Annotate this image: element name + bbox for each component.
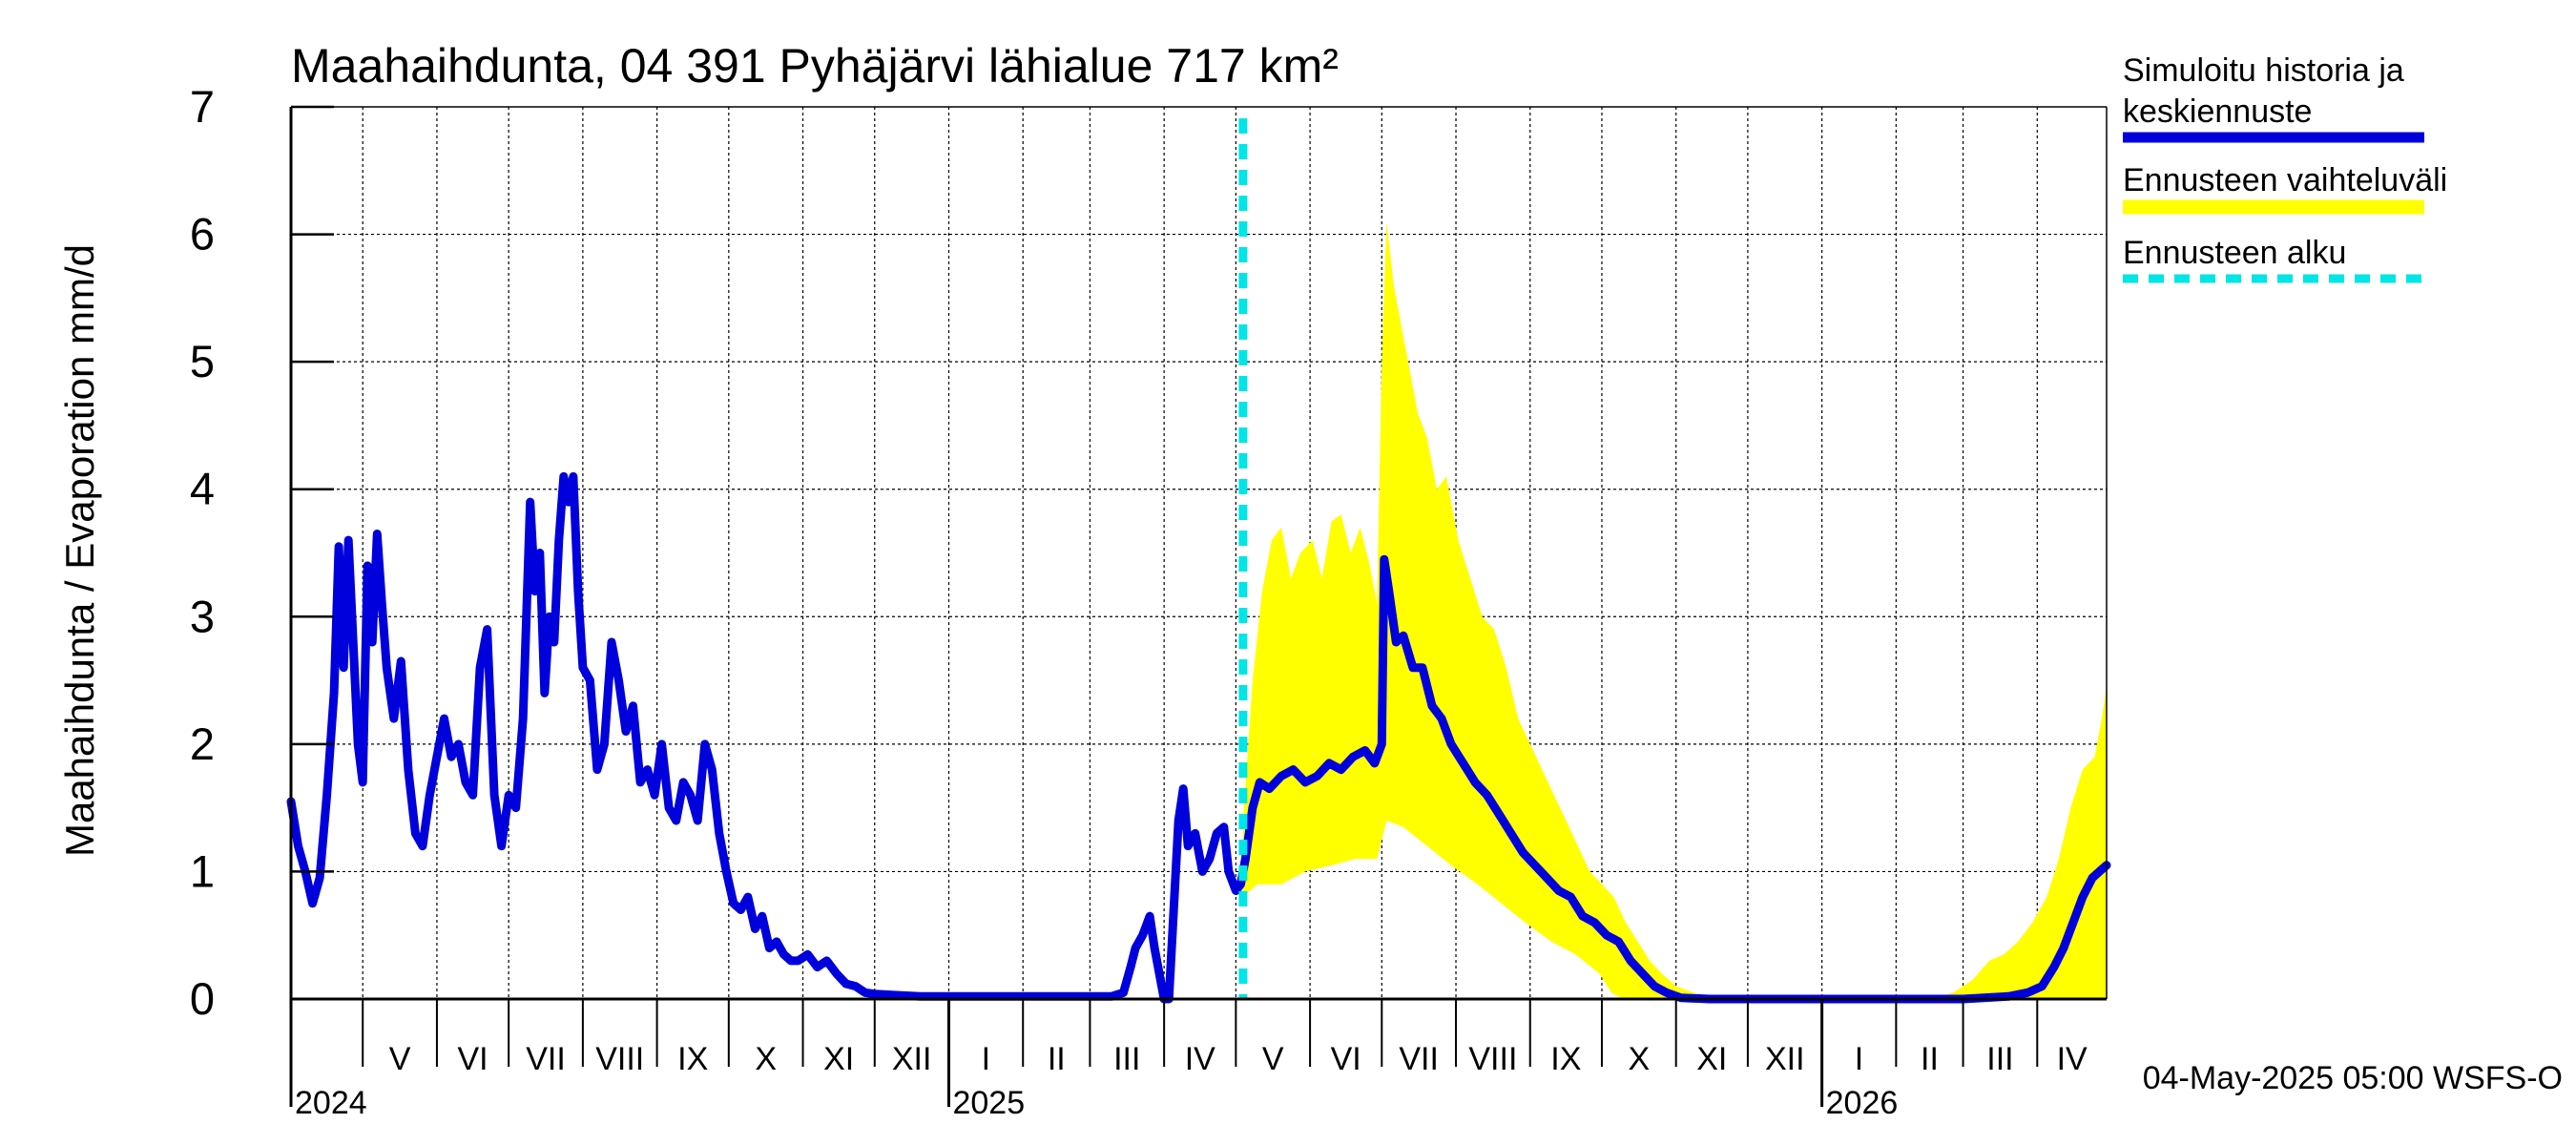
month-label: X — [1628, 1041, 1650, 1077]
y-tick-label: 2 — [190, 718, 215, 769]
month-label: IX — [1550, 1041, 1581, 1077]
month-label: V — [389, 1041, 411, 1077]
month-label: V — [1262, 1041, 1284, 1077]
month-label: VII — [1399, 1041, 1439, 1077]
y-axis-ticks: 0 1 2 3 4 5 6 7 — [190, 81, 334, 1024]
month-label: VI — [457, 1041, 488, 1077]
month-label: II — [1921, 1041, 1939, 1077]
legend-history-label-line2: keskiennuste — [2123, 94, 2312, 130]
axes — [289, 106, 2108, 1107]
month-label: IV — [1185, 1041, 1215, 1077]
y-tick-label: 0 — [190, 973, 215, 1024]
month-label: XI — [1696, 1041, 1727, 1077]
legend-history-label-line1: Simuloitu historia ja — [2123, 52, 2404, 89]
month-label: IX — [677, 1041, 708, 1077]
legend-range-label: Ennusteen vaihteluväli — [2123, 162, 2447, 198]
month-label: VIII — [595, 1041, 644, 1077]
range-band-area — [1242, 221, 2107, 999]
month-label: II — [1048, 1041, 1066, 1077]
forecast-range-band — [1242, 221, 2107, 999]
month-label: I — [982, 1041, 990, 1077]
month-label: VIII — [1468, 1041, 1517, 1077]
month-label: VI — [1331, 1041, 1361, 1077]
simulated-series — [286, 471, 2111, 1004]
y-tick-label: 4 — [190, 464, 215, 514]
y-tick-label: 1 — [190, 845, 215, 896]
year-label: 2025 — [952, 1085, 1025, 1121]
month-label: XII — [892, 1041, 932, 1077]
month-label: III — [1113, 1041, 1140, 1077]
y-tick-label: 5 — [190, 336, 215, 386]
legend: Simuloitu historia ja keskiennuste Ennus… — [2123, 52, 2447, 283]
month-label: X — [755, 1041, 777, 1077]
y-tick-label: 6 — [190, 209, 215, 260]
month-label: I — [1855, 1041, 1863, 1077]
year-label: 2024 — [295, 1085, 367, 1121]
month-label: III — [1986, 1041, 2013, 1077]
month-label: XI — [823, 1041, 854, 1077]
year-label: 2026 — [1826, 1085, 1899, 1121]
month-label: VII — [526, 1041, 566, 1077]
y-tick-label: 7 — [190, 81, 215, 132]
chart-title: Maahaihdunta, 04 391 Pyhäjärvi lähialue … — [291, 39, 1339, 93]
grid — [291, 107, 2107, 999]
month-label: IV — [2057, 1041, 2088, 1077]
footer-timestamp: 04-May-2025 05:00 WSFS-O — [2143, 1060, 2563, 1096]
y-axis-label: Maahaihdunta / Evaporation mm/d — [57, 244, 102, 857]
x-axis-ticks: V VI VII VIII IX X XI XII I II III IV V VI VII VIII IX X X… — [295, 999, 2088, 1121]
month-label: XII — [1765, 1041, 1805, 1077]
legend-forecast-start-label: Ennusteen alku — [2123, 235, 2346, 271]
y-tick-label: 3 — [190, 591, 215, 641]
series-line — [286, 471, 2111, 1004]
